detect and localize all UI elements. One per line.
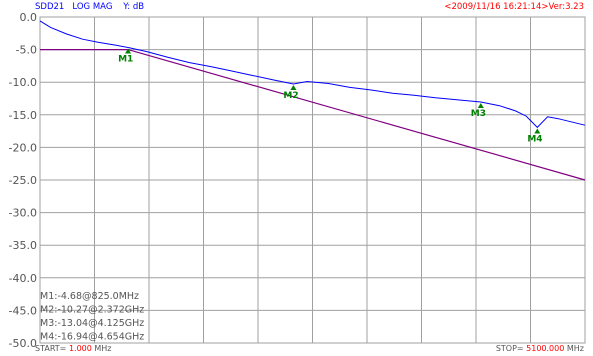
marker-triangle	[477, 103, 484, 109]
y-unit-label: Y: dB	[123, 2, 145, 12]
marker-label: M1	[118, 55, 133, 65]
y-tick-label: -35.0	[9, 239, 37, 252]
start-prefix: START=	[35, 344, 67, 353]
stop-value: 5100.000	[526, 344, 565, 353]
y-tick-label: -45.0	[9, 304, 37, 317]
y-tick-label: -10.0	[9, 76, 37, 89]
marker-triangle	[290, 84, 297, 90]
y-tick-label: -40.0	[9, 272, 37, 285]
timestamp-version: <2009/11/16 16:21:14>Ver:3.23	[444, 2, 584, 12]
marker-readout: M1:-4.68@825.0MHz	[40, 291, 139, 302]
marker-label: M3	[471, 109, 486, 119]
y-tick-label: -20.0	[9, 141, 37, 154]
stop-frequency: STOP= 5100.000 MHz	[496, 344, 584, 354]
y-tick-label: -5.0	[16, 44, 37, 57]
start-frequency: START= 1.000 MHz	[35, 344, 112, 354]
marker-readout: M4:-16.94@4.654GHz	[40, 332, 144, 343]
stop-unit: MHz	[566, 344, 584, 353]
y-tick-label: -15.0	[9, 109, 37, 122]
stop-prefix: STOP=	[495, 344, 524, 353]
chart-header-left: SDD21 LOG MAG Y: dB	[35, 2, 144, 12]
marker-triangle	[534, 128, 541, 134]
start-value: 1.000	[68, 344, 92, 353]
format-label: LOG MAG	[72, 2, 113, 12]
marker-label: M2	[283, 91, 298, 101]
marker-readout: M2:-10.27@2.372GHz	[40, 305, 144, 316]
marker-readout: M3:-13.04@4.125GHz	[40, 318, 144, 329]
measured-trace	[39, 20, 586, 129]
marker-label: M4	[527, 134, 542, 144]
y-tick-label: -25.0	[9, 174, 37, 187]
start-unit: MHz	[94, 344, 112, 353]
y-tick-label: -50.0	[9, 337, 37, 350]
y-tick-label: 0.0	[20, 11, 38, 24]
y-tick-label: -30.0	[9, 207, 37, 220]
marker-triangle	[125, 48, 132, 54]
trace-name: SDD21	[35, 2, 65, 12]
